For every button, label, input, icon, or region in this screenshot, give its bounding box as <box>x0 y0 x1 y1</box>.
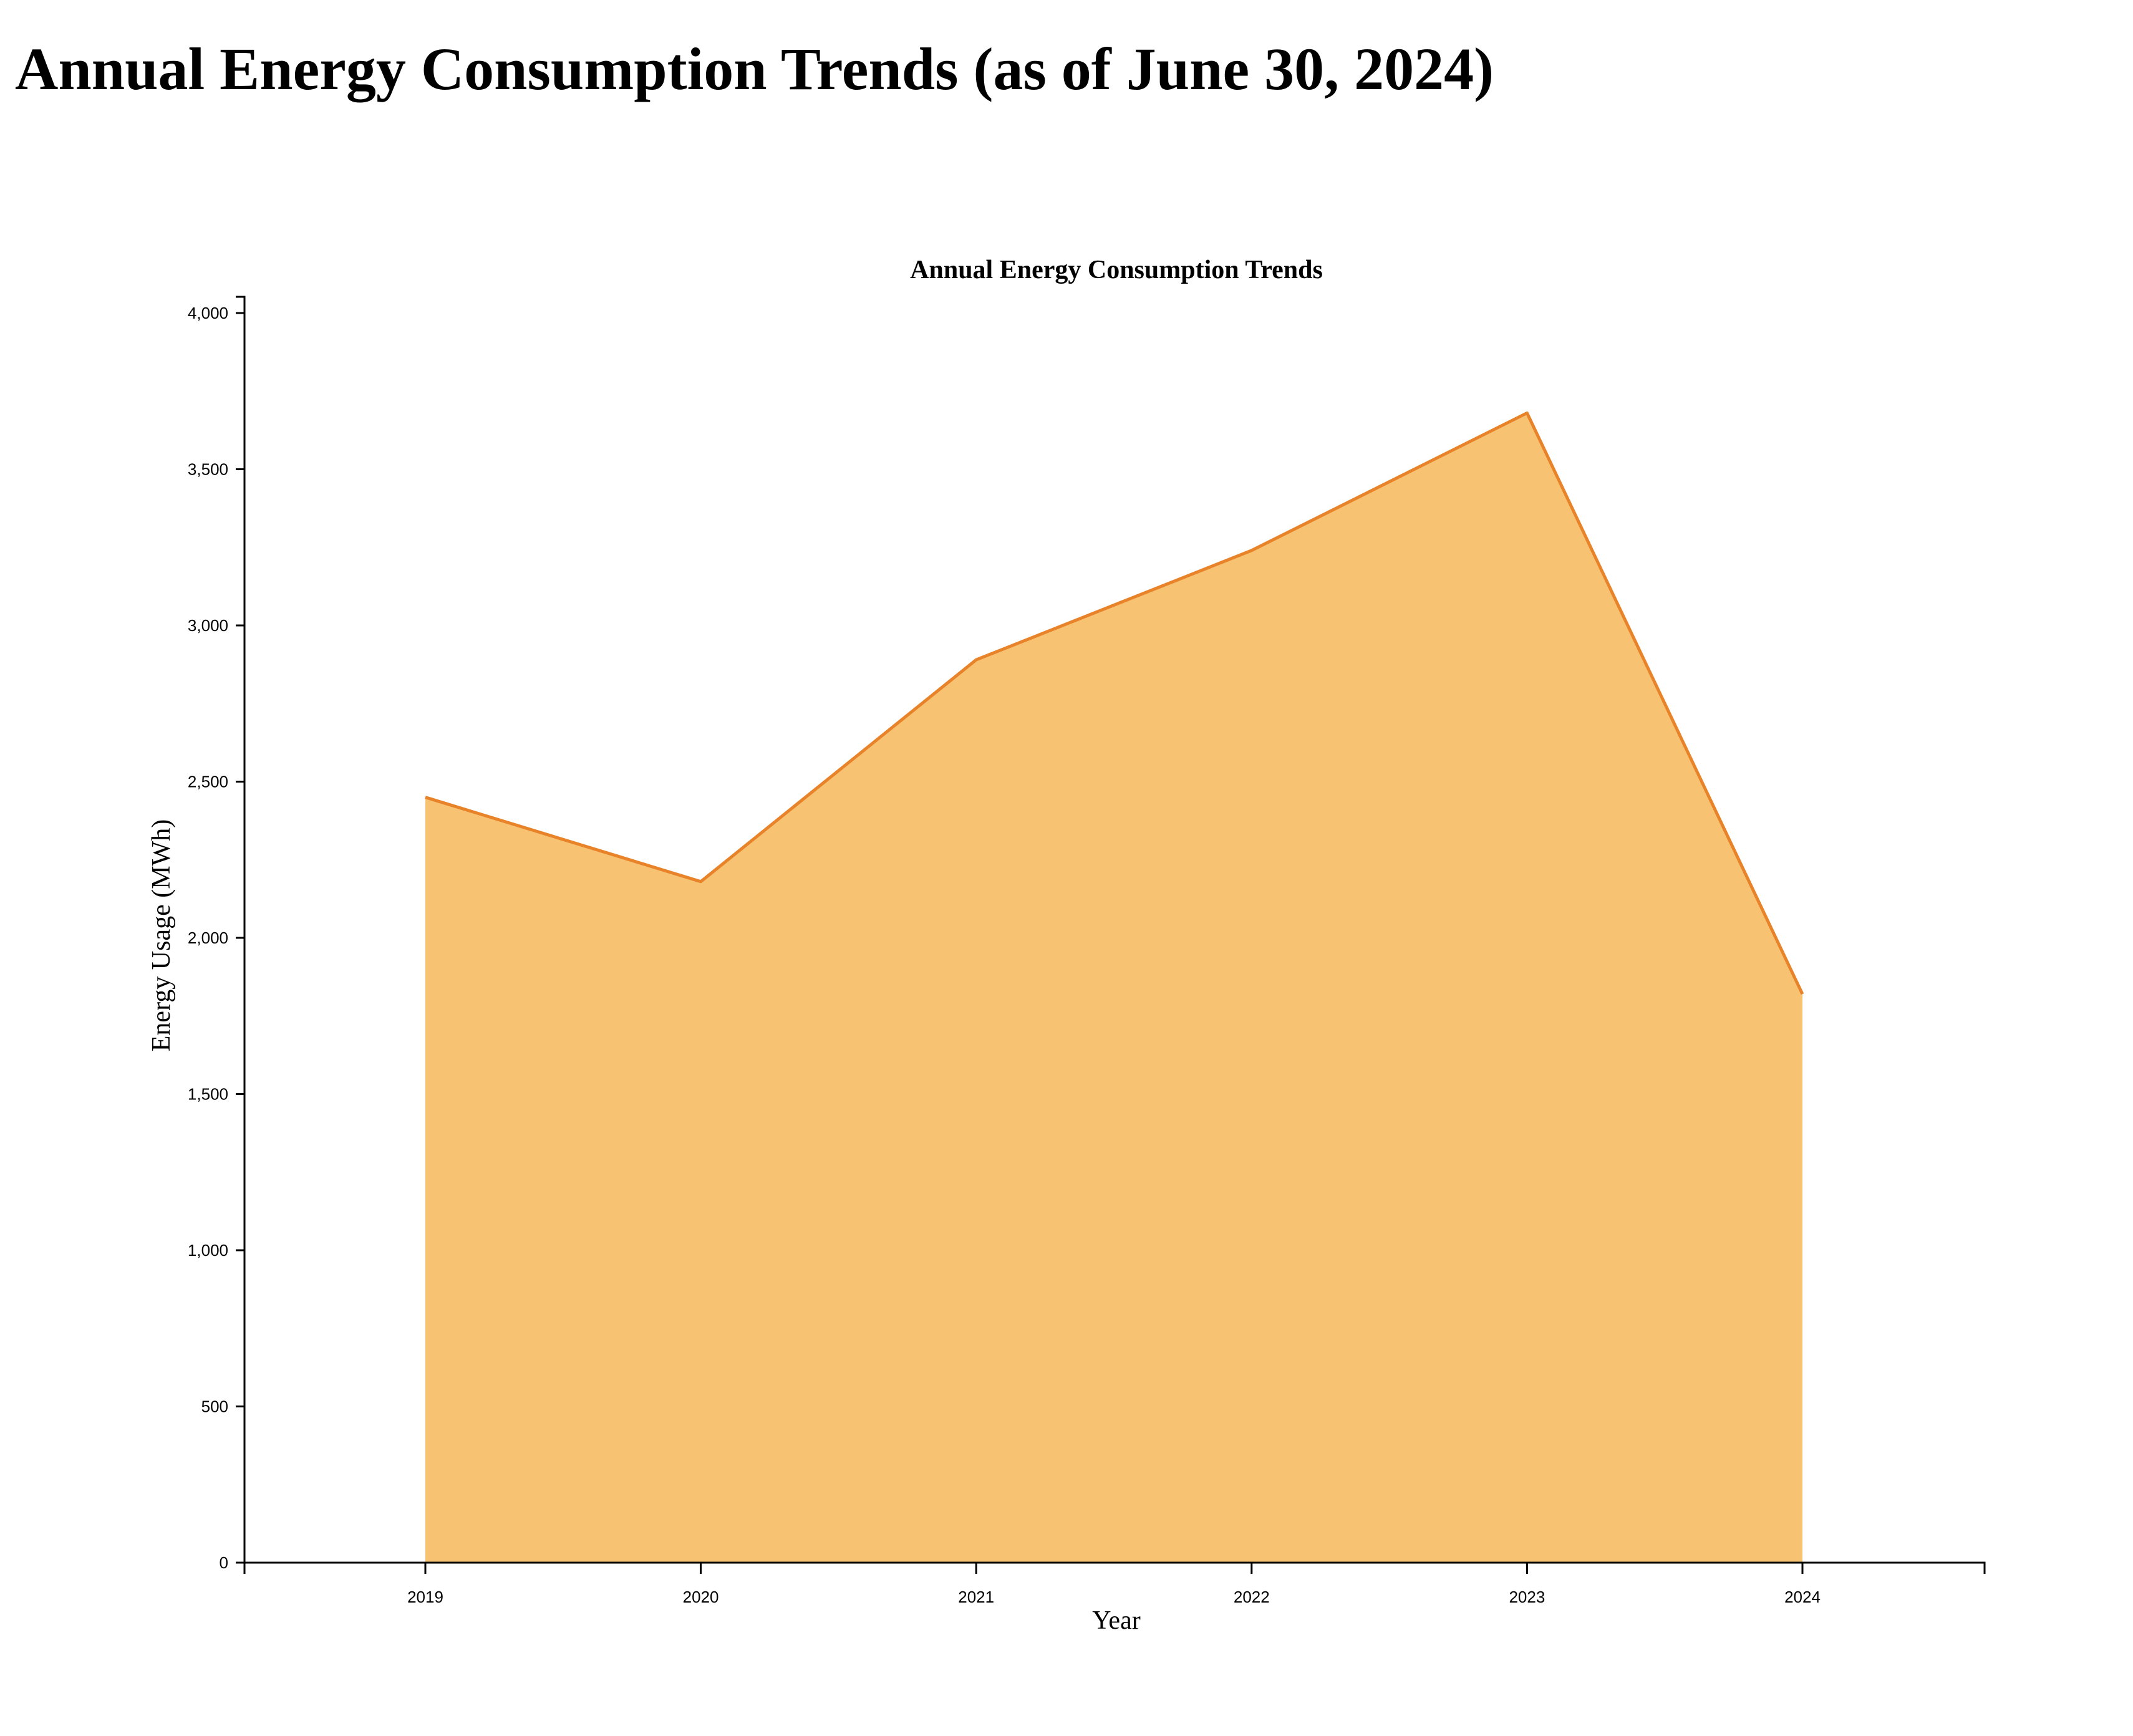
y-axis-title: Energy Usage (MWh) <box>147 819 176 1051</box>
x-tick-label-2019: 2019 <box>407 1588 443 1606</box>
chart-title: Annual Energy Consumption Trends <box>910 256 1323 284</box>
x-axis-line <box>243 1561 1986 1574</box>
y-axis-line <box>236 296 246 1564</box>
y-tick-label-2000: 2,000 <box>188 928 228 947</box>
x-axis-title: Year <box>1092 1606 1140 1635</box>
y-tick-label-2500: 2,500 <box>188 773 228 791</box>
y-tick-label-1000: 1,000 <box>188 1241 228 1260</box>
x-tick-label-2021: 2021 <box>958 1588 994 1606</box>
x-tick-label-2023: 2023 <box>1509 1588 1545 1606</box>
area-line <box>425 411 1804 995</box>
x-tick-label-2024: 2024 <box>1784 1588 1821 1606</box>
x-axis: 2019 2020 2021 2022 2023 2024 <box>243 1561 1986 1606</box>
area-fill <box>425 413 1802 1563</box>
y-tick-label-1500: 1,500 <box>188 1085 228 1104</box>
x-tick-label-2020: 2020 <box>683 1588 719 1606</box>
plot-area <box>425 411 1804 1563</box>
y-axis: 0 500 1,000 1,500 2,000 2,500 3,000 3,500 4,000 <box>188 296 246 1572</box>
x-tick-label-2022: 2022 <box>1234 1588 1270 1606</box>
y-tick-label-3500: 3,500 <box>188 460 228 479</box>
y-tick-label-3000: 3,000 <box>188 616 228 635</box>
y-tick-label-500: 500 <box>201 1397 228 1416</box>
y-tick-label-0: 0 <box>220 1553 228 1572</box>
page-title: Annual Energy Consumption Trends (as of … <box>15 36 1494 102</box>
y-tick-label-4000: 4,000 <box>188 304 228 322</box>
